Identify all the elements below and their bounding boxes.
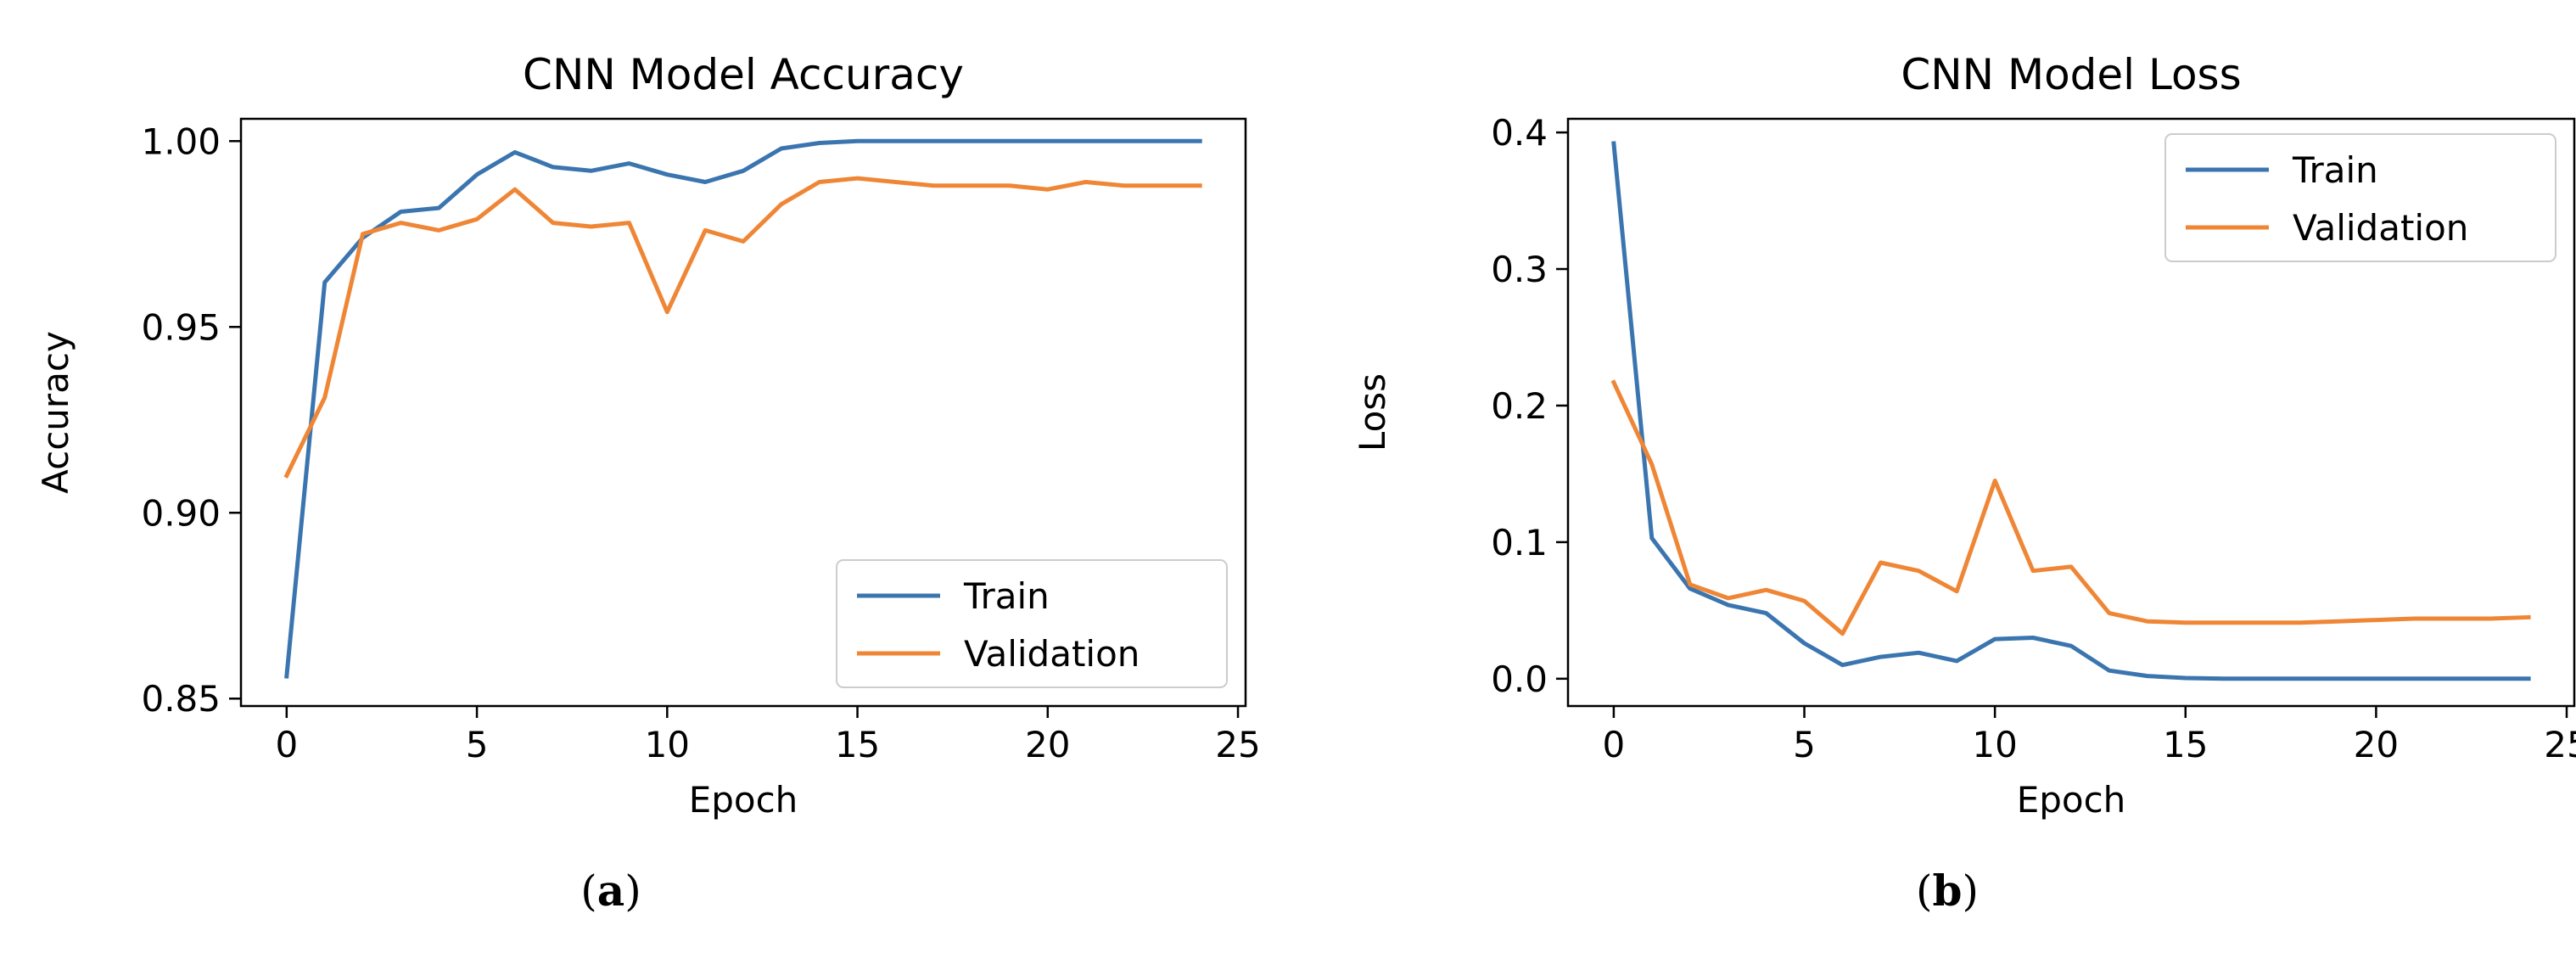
y-axis-label: Loss — [1352, 373, 1393, 451]
series-line-train — [284, 138, 1202, 679]
x-tick-label: 0 — [275, 724, 298, 765]
x-tick-label: 25 — [2544, 724, 2576, 765]
series-line-validation — [1610, 379, 2531, 636]
x-tick-label: 20 — [1025, 724, 1070, 765]
x-tick-label: 10 — [1972, 724, 2017, 765]
y-tick-label: 0.1 — [1491, 522, 1548, 563]
y-tick-label: 0.95 — [141, 306, 221, 348]
x-tick-label: 15 — [2163, 724, 2208, 765]
caption-b: (b) — [1916, 866, 1979, 916]
y-tick-label: 0.90 — [141, 492, 221, 534]
legend-label-validation: Validation — [2293, 207, 2468, 249]
series-line-validation — [283, 176, 1202, 479]
legend-label-train: Train — [2292, 149, 2378, 191]
plot-frame — [239, 117, 1247, 708]
x-axis-label: Epoch — [2017, 779, 2126, 821]
caption-a: (a) — [580, 866, 641, 916]
x-tick-label: 5 — [1793, 724, 1816, 765]
y-tick-label: 0.3 — [1491, 249, 1548, 290]
x-tick-label: 25 — [1215, 724, 1260, 765]
caption-b-letter: b — [1932, 866, 1963, 916]
x-tick-label: 5 — [466, 724, 489, 765]
legend-label-train: Train — [963, 575, 1050, 617]
y-tick-label: 1.00 — [141, 120, 221, 162]
x-axis-label: Epoch — [689, 779, 798, 821]
series-line-train — [1611, 141, 2531, 681]
chart-title: CNN Model Loss — [1901, 50, 2241, 99]
x-tick-label: 10 — [645, 724, 690, 765]
y-tick-label: 0.85 — [141, 678, 221, 720]
chart-title: CNN Model Accuracy — [523, 50, 964, 99]
y-tick-label: 0.2 — [1491, 385, 1548, 427]
plot-frame — [1566, 117, 2576, 708]
y-tick-label: 0.4 — [1491, 112, 1548, 154]
accuracy-chart: CNN Model Accuracy 0 5 10 15 20 25 0.85 0.90 0.95… — [35, 50, 1261, 821]
x-tick-label: 20 — [2354, 724, 2399, 765]
legend-label-validation: Validation — [964, 633, 1140, 675]
loss-chart: CNN Model Loss 0 5 10 15 20 25 0.0 0.1 0.2 0.3 0.4 E… — [1352, 50, 2576, 821]
x-tick-label: 15 — [835, 724, 880, 765]
x-tick-label: 0 — [1603, 724, 1626, 765]
caption-a-letter: a — [596, 866, 625, 916]
y-axis-label: Accuracy — [35, 331, 76, 494]
y-tick-label: 0.0 — [1491, 659, 1548, 700]
